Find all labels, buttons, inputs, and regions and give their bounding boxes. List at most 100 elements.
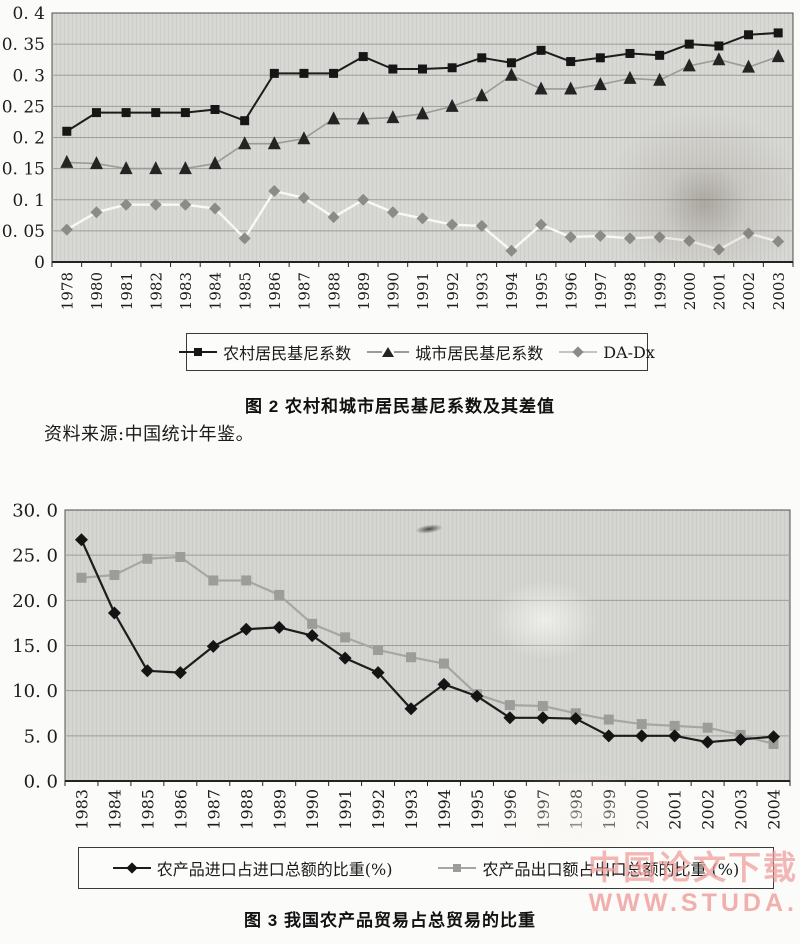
rural-gini-marker — [477, 53, 487, 63]
urban-gini-marker — [623, 70, 637, 84]
agri-import-share-marker — [74, 533, 88, 547]
y-tick-label: 0. 0 — [24, 771, 58, 792]
da-dx-marker — [327, 211, 340, 224]
urban-gini-marker — [297, 131, 311, 145]
urban-gini-marker — [356, 111, 370, 125]
x-tick-label: 1981 — [118, 272, 136, 310]
agri-export-share-marker — [702, 722, 713, 733]
rural-gini-marker — [744, 30, 754, 40]
legend-label: 农村居民基尼系数 — [223, 344, 352, 363]
urban-gini-marker — [149, 161, 163, 175]
agri-import-share-marker — [272, 620, 286, 634]
agri-import-share-marker — [569, 712, 583, 726]
y-tick-label: 0. 25 — [2, 97, 45, 117]
rural-gini-marker — [299, 68, 309, 78]
x-tick-label: 1984 — [106, 789, 125, 830]
legend-item-rural-gini: 农村居民基尼系数 — [179, 340, 351, 364]
legend-item-urban-gini: 城市居民基尼系数 — [367, 340, 543, 364]
agri-import-share-marker — [338, 651, 352, 665]
da-dx-marker — [683, 234, 696, 247]
trade-chart-legend: 农产品进口占进口总额的比重(%) 农产品出口额占出口总额的比重 (%) — [78, 847, 774, 889]
agri-export-share-marker — [307, 618, 318, 629]
agri-import-share-marker — [767, 730, 781, 744]
diamond-marker-icon — [572, 346, 584, 358]
urban-gini-marker — [208, 156, 222, 170]
rural-gini-marker — [210, 104, 220, 114]
legend-label: 农产品进口占进口总额的比重(%) — [156, 860, 393, 879]
da-dx-marker — [60, 223, 73, 236]
agri-export-share-marker — [241, 575, 252, 586]
legend-line — [112, 867, 128, 869]
x-tick-label: 2002 — [740, 272, 758, 310]
x-tick-label: 1986 — [171, 789, 190, 830]
agri-import-share-marker — [470, 689, 484, 703]
x-tick-label: 2003 — [770, 272, 788, 310]
agri-export-share-marker — [76, 572, 87, 583]
y-tick-label: 10. 0 — [12, 681, 58, 702]
y-tick-label: 0. 05 — [2, 222, 45, 242]
da-dx-marker — [149, 198, 162, 211]
da-dx-marker — [209, 202, 222, 215]
da-dx-marker — [297, 191, 310, 204]
x-axis-tick-labels: 1983 1984 1985 1986 1987 1988 1989 1990 1991 1992… — [73, 789, 784, 830]
gini-chart-legend: 农村居民基尼系数 城市居民基尼系数 DA-Dx — [179, 333, 655, 371]
rural-gini-markers — [62, 28, 783, 136]
urban-gini-marker — [534, 81, 548, 95]
rural-gini-marker — [329, 68, 339, 78]
rural-gini-marker — [595, 53, 605, 63]
x-tick-label: 1993 — [402, 789, 421, 830]
agri-import-share-marker — [503, 711, 517, 725]
agri-import-share-marker — [701, 735, 715, 749]
x-tick-label: 1991 — [414, 272, 432, 310]
rural-gini-marker — [388, 64, 398, 74]
da-dx-marker — [505, 244, 518, 257]
rural-gini-marker — [536, 45, 546, 55]
rural-gini-marker — [151, 108, 161, 118]
agri-import-share-marker — [602, 729, 616, 743]
da-dx-marker — [120, 198, 133, 211]
x-tick-label: 1999 — [651, 272, 669, 310]
rural-gini-marker — [240, 116, 250, 126]
x-tick-label: 1978 — [59, 272, 77, 310]
agri-export-share-marker — [373, 645, 384, 656]
agri-export-share-markers — [76, 551, 779, 749]
legend-line — [438, 867, 454, 869]
urban-gini-marker — [771, 49, 785, 63]
y-tick-label: 20. 0 — [12, 591, 58, 612]
x-tick-label: 1995 — [468, 789, 487, 830]
urban-gini-marker — [238, 136, 252, 150]
urban-gini-marker — [178, 161, 192, 175]
triangle-marker-icon — [382, 347, 395, 357]
legend-item-agri-export-share: 农产品出口额占出口总额的比重 (%) — [438, 856, 739, 880]
agri-import-share-marker — [140, 664, 154, 678]
x-tick-label: 1998 — [567, 789, 586, 830]
agri-import-share-marker — [173, 666, 187, 680]
x-tick-label: 1997 — [592, 272, 610, 310]
x-tick-label: 1992 — [369, 789, 388, 830]
urban-gini-marker — [267, 136, 281, 150]
rural-gini-marker — [506, 58, 516, 68]
da-dx-markers — [60, 185, 785, 257]
x-tick-label: 1985 — [236, 272, 254, 310]
y-tick-label: 25. 0 — [12, 546, 58, 567]
x-tick-label: 1987 — [204, 789, 223, 830]
da-dx-marker — [712, 243, 725, 256]
rural-gini-marker — [625, 48, 635, 58]
x-tick-label: 1987 — [296, 272, 314, 310]
legend-label: 城市居民基尼系数 — [415, 344, 544, 363]
x-tick-label: 1999 — [600, 789, 619, 830]
agri-import-share-markers — [74, 533, 781, 749]
da-dx-marker — [416, 212, 429, 225]
agri-import-share-marker — [206, 639, 220, 653]
legend-item-agri-import-share: 农产品进口占进口总额的比重(%) — [112, 856, 393, 880]
legend-line — [367, 351, 383, 353]
agri-import-share-marker — [635, 729, 649, 743]
x-tick-label: 1980 — [88, 272, 106, 310]
y-tick-label: 0. 15 — [2, 160, 45, 180]
legend-line — [135, 867, 151, 869]
x-tick-label: 2002 — [699, 789, 718, 830]
agri-export-share-marker — [504, 700, 515, 711]
urban-gini-marker — [89, 156, 103, 170]
agri-import-share-marker — [536, 711, 550, 725]
rural-gini-marker — [62, 126, 72, 136]
